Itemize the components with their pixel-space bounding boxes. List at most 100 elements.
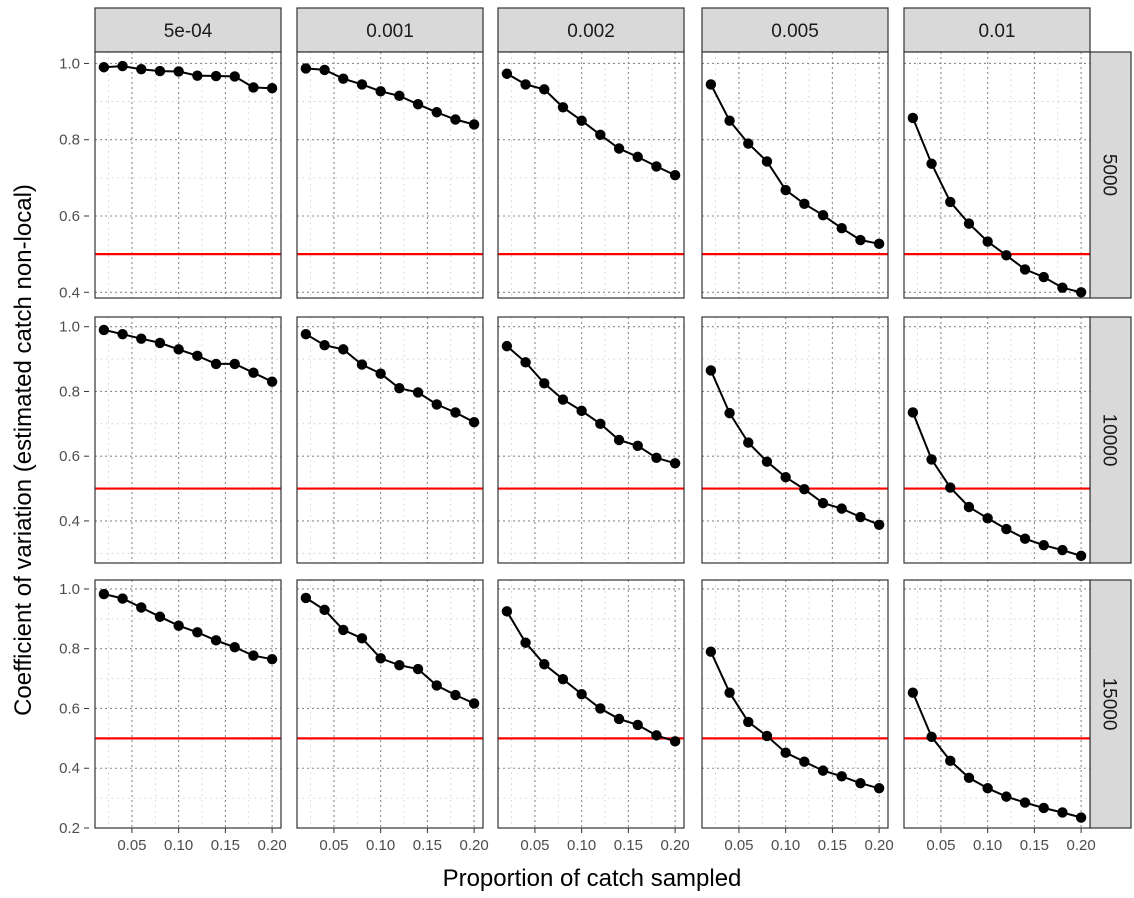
panel-background (702, 317, 888, 563)
series-line (911, 117, 1082, 294)
column-strip-label: 0.001 (366, 21, 414, 42)
data-point (576, 115, 587, 126)
series-line (305, 333, 475, 424)
panel (903, 579, 1091, 829)
data-point (338, 624, 349, 636)
data-point (1075, 287, 1087, 298)
y-tick-label: 0.6 (59, 448, 80, 465)
panel-background (95, 52, 281, 298)
data-point (173, 66, 184, 77)
data-point (1038, 802, 1049, 814)
data-point (761, 156, 773, 167)
series-line (911, 692, 1082, 819)
panel-background (904, 317, 1090, 563)
data-point (136, 333, 147, 344)
x-tick-label: 0.20 (865, 837, 894, 854)
x-axis-title: Proportion of catch sampled (443, 865, 742, 892)
y-tick-label: 0.2 (59, 820, 80, 837)
data-point (743, 716, 754, 728)
column-strip-label: 0.002 (567, 21, 615, 42)
data-point (173, 620, 184, 631)
data-point (873, 238, 885, 250)
data-point (520, 79, 531, 90)
data-point (836, 771, 847, 782)
series-line (305, 597, 475, 705)
series-line (103, 65, 273, 90)
panel-background (297, 52, 483, 298)
x-tick-label: 0.10 (366, 837, 395, 854)
panel-border (701, 316, 889, 564)
data-point (780, 184, 791, 196)
data-point (799, 484, 810, 495)
column-strip-label: 0.005 (771, 21, 819, 42)
x-tick-label: 0.10 (567, 837, 596, 854)
panel-border (497, 579, 685, 829)
data-point (192, 627, 203, 638)
data-point (724, 115, 735, 126)
data-point (248, 367, 259, 378)
panel (296, 579, 484, 829)
data-point (669, 736, 681, 747)
data-point (468, 119, 480, 130)
column-strip (296, 7, 484, 53)
data-point (1075, 550, 1087, 562)
data-point (945, 482, 956, 493)
panel-background (95, 317, 281, 563)
data-point (1075, 812, 1087, 823)
x-tick-label: 0.20 (258, 837, 287, 854)
data-point (431, 399, 442, 410)
data-point (431, 680, 442, 691)
data-point (926, 454, 937, 465)
x-tick-label: 0.10 (771, 837, 800, 854)
data-point (855, 511, 866, 523)
data-point (651, 730, 662, 741)
data-point (229, 642, 240, 653)
data-point (248, 82, 259, 93)
data-point (1019, 533, 1031, 544)
column-strip-label: 0.01 (979, 21, 1016, 42)
data-point (356, 633, 368, 644)
data-point (651, 452, 662, 464)
data-point (873, 519, 885, 531)
data-point (982, 236, 993, 247)
data-point (319, 339, 330, 351)
data-point (375, 368, 386, 379)
data-point (799, 756, 810, 767)
data-point (1001, 791, 1012, 802)
data-point (632, 719, 643, 731)
data-point (982, 513, 993, 524)
data-point (613, 713, 625, 725)
data-point (192, 350, 203, 362)
panel-background (297, 580, 483, 828)
data-point (557, 102, 569, 113)
y-tick-label: 1.0 (59, 55, 80, 72)
y-tick-label: 0.6 (59, 208, 80, 225)
data-point (724, 687, 735, 698)
panel-background (498, 52, 684, 298)
data-point (1057, 282, 1068, 293)
data-point (669, 169, 681, 181)
data-point (501, 340, 513, 352)
data-point (799, 198, 810, 209)
data-point (98, 62, 110, 73)
data-point (613, 143, 625, 154)
data-point (136, 63, 147, 75)
panel-background (702, 52, 888, 298)
data-point (356, 359, 368, 370)
data-point (520, 637, 531, 648)
panel-border (296, 579, 484, 829)
series-line (710, 83, 880, 245)
y-tick-label: 0.8 (59, 132, 80, 149)
data-point (375, 86, 386, 97)
y-tick-label: 0.6 (59, 700, 80, 717)
panel-background (702, 580, 888, 828)
data-point (836, 503, 847, 514)
data-point (338, 344, 349, 355)
panel (701, 316, 889, 564)
data-point (817, 497, 829, 509)
data-point (576, 405, 587, 417)
data-point (394, 90, 405, 102)
data-point (705, 79, 717, 90)
data-point (300, 592, 312, 604)
panel-border (296, 316, 484, 564)
